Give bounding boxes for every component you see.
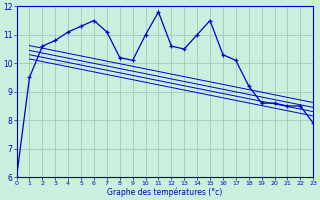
X-axis label: Graphe des températures (°c): Graphe des températures (°c)	[107, 188, 222, 197]
